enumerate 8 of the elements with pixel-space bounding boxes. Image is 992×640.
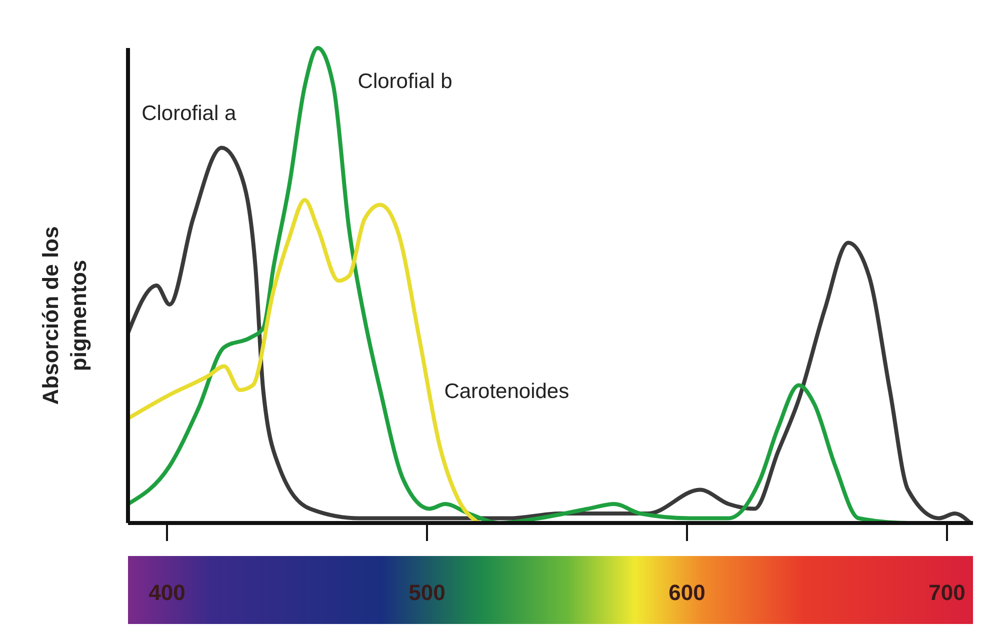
series-label: Clorofial a (142, 102, 236, 125)
x-tick-label: 400 (148, 580, 186, 605)
x-tick-label: 600 (668, 580, 706, 605)
series-label: Clorofial b (358, 70, 452, 93)
x-tick-label: 500 (408, 580, 446, 605)
x-tick-label: 700 (928, 580, 966, 605)
y-axis-title: Absorción de los pigmentos (38, 226, 91, 405)
series-label: Carotenoides (444, 380, 570, 403)
